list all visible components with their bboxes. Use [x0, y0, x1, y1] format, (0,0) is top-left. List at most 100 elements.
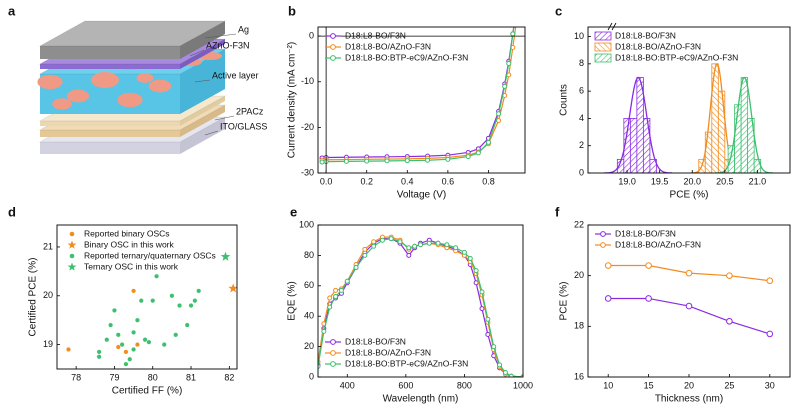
point [115, 344, 121, 350]
point [485, 316, 491, 322]
azno-layer-front [40, 64, 180, 69]
legend-label: D18:L8-BO:BTP-eC9/AZnO-F3N [345, 358, 468, 368]
point [467, 255, 473, 261]
pacz-layer-side [180, 96, 225, 126]
point [479, 306, 485, 312]
point [485, 139, 491, 145]
point [177, 303, 183, 309]
point [119, 342, 125, 348]
point [362, 252, 368, 258]
point [161, 342, 167, 348]
y-tick-label: 22 [574, 219, 584, 229]
y-tick-label: 0 [579, 167, 584, 177]
legend-label: D18:L8-BO/F3N [615, 30, 676, 40]
legend-label: D18:L8-BO/AZnO-F3N [615, 239, 701, 249]
x-tick-label: 25 [724, 380, 734, 390]
plot-frame [587, 224, 791, 378]
ag-layer-top [38, 20, 227, 47]
leader-line [189, 49, 205, 57]
x-tick-label: 20.0 [683, 176, 701, 186]
x-tick-label: 400 [340, 380, 355, 390]
point [321, 328, 327, 334]
point [406, 252, 412, 258]
layer-label: Active layer [212, 70, 259, 80]
point [685, 302, 693, 310]
point [379, 237, 385, 243]
point [327, 295, 333, 301]
x-tick-label: 600 [398, 380, 413, 390]
point [491, 344, 497, 350]
y-axis-label: PCE (%) [559, 282, 570, 321]
legend-swatch [594, 42, 612, 52]
x-tick-label: 79 [109, 372, 119, 382]
active-blob [37, 74, 63, 90]
panel-letter: c [555, 3, 562, 18]
point [502, 83, 508, 89]
active-blob [66, 89, 90, 103]
point [362, 246, 368, 252]
point [453, 245, 459, 251]
point [604, 262, 612, 269]
legend-label: D18:L8-BO/AZnO-F3N [615, 41, 701, 51]
x-axis-label: Voltage (V) [397, 190, 446, 201]
x-tick-label: 0.4 [401, 176, 414, 186]
point [123, 349, 129, 355]
point [96, 354, 102, 360]
hist-bar [740, 77, 749, 173]
legend-label: D18:L8-BO/AZnO-F3N [345, 41, 431, 51]
point [506, 61, 512, 66]
legend-swatch [594, 31, 612, 41]
plot-area [65, 251, 237, 367]
plot-frame [56, 224, 238, 370]
point [131, 329, 137, 335]
legend-label: Ternary OSC in this work [84, 261, 179, 271]
point [196, 288, 202, 294]
x-axis-label: Thickness (nm) [655, 394, 723, 405]
plot-area [604, 262, 774, 338]
point [497, 362, 503, 368]
hist-bar [747, 118, 755, 173]
legend-swatch [600, 242, 606, 248]
legend-swatch [594, 53, 612, 63]
point [333, 293, 339, 299]
legend-swatch [330, 350, 336, 356]
point [685, 269, 693, 277]
legend-swatch [330, 44, 336, 50]
point [418, 242, 423, 248]
fit-curve [604, 76, 673, 173]
ito-layer-side [180, 105, 225, 137]
point [150, 298, 156, 304]
x-tick-label: 78 [71, 372, 81, 382]
panel-letter: d [8, 204, 16, 219]
legend-swatch [67, 240, 77, 249]
point [154, 273, 160, 279]
point [388, 236, 394, 242]
point [96, 349, 102, 355]
y-tick-label: -20 [301, 122, 314, 132]
y-tick-label: 0 [309, 371, 314, 381]
point [766, 277, 774, 285]
legend-label: D18:L8-BO:BTP-eC9/AZnO-F3N [615, 52, 738, 62]
point [142, 337, 148, 343]
leader-line [214, 115, 235, 121]
hist-bar [717, 90, 726, 173]
point [406, 245, 412, 251]
point [445, 156, 451, 162]
point [412, 243, 418, 249]
plot-frame [317, 224, 524, 378]
active-blob [148, 79, 172, 93]
x-tick-label: 20.5 [716, 176, 734, 186]
point [353, 265, 359, 271]
y-tick-label: 19 [43, 339, 53, 349]
x-tick-label: 19.5 [651, 176, 669, 186]
point [475, 150, 481, 156]
point [146, 339, 152, 345]
legend-label: D18:L8-BO:BTP-eC9/AZnO-F3N [345, 52, 468, 62]
point [425, 157, 431, 163]
point [184, 322, 190, 328]
axis-break [611, 22, 617, 31]
x-tick-label: 0.6 [442, 176, 455, 186]
legend-label: D18:L8-BO/F3N [615, 228, 676, 238]
y-tick-label: 4 [579, 113, 584, 123]
